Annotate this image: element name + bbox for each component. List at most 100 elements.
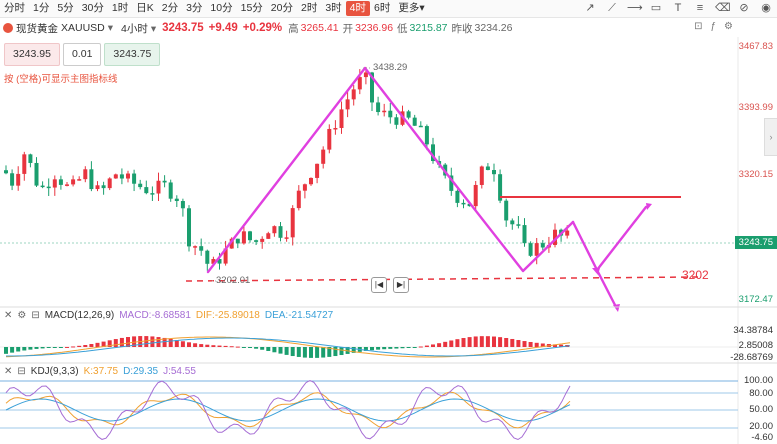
k-line <box>5 391 571 429</box>
rectangle-icon[interactable]: ▭ <box>650 2 662 14</box>
indicator-icon[interactable]: ƒ <box>710 21 717 32</box>
tf-daily[interactable]: 日K <box>136 2 154 14</box>
macd-bar <box>83 345 88 347</box>
macd-bar <box>187 342 191 347</box>
macd-bar <box>510 338 515 347</box>
macd-bar <box>132 336 137 347</box>
kdj-axis-1: 100.00 <box>743 375 773 386</box>
collapse-icon[interactable]: ⊟ <box>31 310 40 321</box>
macd-title: MACD(12,26,9) <box>44 310 115 321</box>
sell-button[interactable]: 3243.95 <box>4 43 60 66</box>
eraser-icon[interactable]: ⌫ <box>715 2 731 14</box>
macd-bar <box>52 347 57 348</box>
macd-bar <box>211 345 216 347</box>
fibonacci-icon[interactable]: ≡ <box>696 2 704 14</box>
lock-icon[interactable]: ⊘ <box>739 2 749 14</box>
candle-body <box>345 99 350 110</box>
candle-body <box>174 198 179 202</box>
candle-body <box>119 174 124 179</box>
macd-bar <box>376 347 381 350</box>
macd-bar <box>168 338 173 347</box>
low-label: 低 <box>397 22 408 35</box>
macd-bar <box>357 347 362 352</box>
candle-body <box>156 180 161 194</box>
tf-2h[interactable]: 2时 <box>300 2 318 14</box>
candle-body <box>479 166 484 185</box>
macd-bar <box>327 347 332 357</box>
macd-bar <box>504 337 509 347</box>
tf-1min[interactable]: 1分 <box>33 2 50 14</box>
candle-body <box>16 173 21 186</box>
kdj-title: KDJ(9,3,3) <box>30 366 79 377</box>
lot-quantity-input[interactable]: 0.01 <box>62 43 102 66</box>
kdj-axis-5: -4.60 <box>751 432 773 443</box>
candle-body <box>443 164 448 176</box>
tf-3min[interactable]: 3分 <box>186 2 203 14</box>
tf-10min[interactable]: 10分 <box>210 2 233 14</box>
axis-price-1: 3467.83 <box>738 41 773 52</box>
candle-body <box>546 244 551 248</box>
tf-6h[interactable]: 6时 <box>374 2 391 14</box>
macd-bar <box>534 342 539 347</box>
tf-1h[interactable]: 1时 <box>111 2 129 14</box>
tf-20min[interactable]: 20分 <box>270 2 293 14</box>
macd-bar <box>424 345 429 347</box>
symbol-selector[interactable]: 现货黄金 XAUUSD ▾ <box>3 21 113 36</box>
text-icon[interactable]: T <box>674 2 682 14</box>
trend-line-icon[interactable]: ↗ <box>585 2 595 14</box>
candle-body <box>522 225 527 244</box>
macd-bar <box>46 347 51 348</box>
symbol-name: 现货黄金 <box>16 22 58 35</box>
tf-5min[interactable]: 5分 <box>57 2 74 14</box>
macd-bar <box>431 344 435 347</box>
ray-line-icon[interactable]: ⟋ <box>608 2 616 14</box>
candle-body <box>77 179 82 181</box>
candle-body <box>266 233 271 239</box>
chevron-down-icon: ▾ <box>419 2 425 14</box>
scroll-left-button[interactable]: |◀ <box>371 277 387 293</box>
candle-body <box>321 149 326 164</box>
scroll-right-button[interactable]: ▶| <box>393 277 409 293</box>
tf-4h[interactable]: 4时 <box>345 1 371 16</box>
period-selector[interactable]: 4小时 ▾ <box>121 21 156 36</box>
candle-body <box>101 185 106 189</box>
macd-bar <box>254 347 259 349</box>
camera-icon[interactable]: ⊡ <box>694 21 703 32</box>
candle-body <box>223 248 228 264</box>
gold-flag-icon <box>3 23 13 33</box>
horizontal-line-icon[interactable]: ⟶ <box>627 2 643 14</box>
tf-2min[interactable]: 2分 <box>161 2 179 14</box>
candle-body <box>388 110 393 118</box>
macd-bar <box>95 342 100 347</box>
candle-body <box>113 174 118 179</box>
collapse-icon[interactable]: ⊟ <box>17 366 26 377</box>
eye-icon[interactable]: ◉ <box>761 2 771 14</box>
candle-body <box>540 243 545 248</box>
settings-icon[interactable]: ⚙ <box>724 21 733 32</box>
arrow-heads <box>592 203 652 312</box>
macd-bar <box>65 346 69 348</box>
candle-body <box>315 163 320 178</box>
projection-down-line <box>571 220 599 272</box>
candle-body <box>565 230 570 236</box>
macd-bar <box>321 347 326 358</box>
macd-bar <box>388 347 393 349</box>
tf-more[interactable]: 更多▾ <box>394 1 428 16</box>
macd-bar <box>193 343 198 347</box>
macd-bar <box>394 347 399 349</box>
tf-15min[interactable]: 15分 <box>240 2 263 14</box>
kdj-chart <box>5 379 571 441</box>
tf-fenshi[interactable]: 分时 <box>4 2 25 14</box>
close-icon[interactable]: ✕ <box>4 310 13 321</box>
candle-body <box>504 200 509 221</box>
candle-body <box>272 226 277 234</box>
buy-button[interactable]: 3243.75 <box>104 43 161 66</box>
prev-close-label: 昨收 <box>451 22 473 35</box>
collapse-sidebar-button[interactable]: › <box>764 118 777 156</box>
settings-icon[interactable]: ⚙ <box>17 310 27 321</box>
tf-30min[interactable]: 30分 <box>81 2 104 14</box>
open-value: 3236.96 <box>355 22 394 34</box>
macd-axis-3: -28.68769 <box>730 352 773 363</box>
close-icon[interactable]: ✕ <box>4 366 13 377</box>
tf-3h[interactable]: 3时 <box>325 2 342 14</box>
